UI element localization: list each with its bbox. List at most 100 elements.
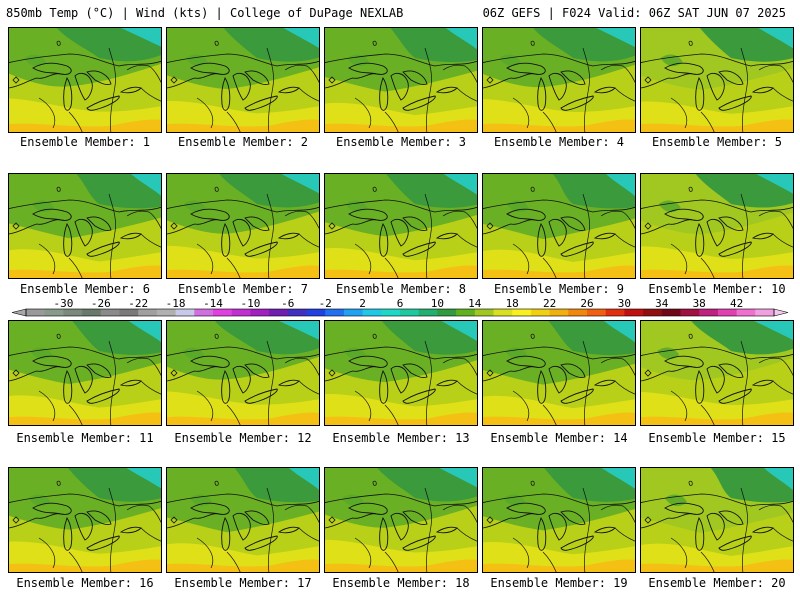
colorbar-swatch (736, 309, 756, 316)
temperature-map-svg (325, 174, 477, 278)
state-border-outlines (641, 480, 793, 572)
ensemble-member-map (8, 467, 162, 573)
state-border-outlines (167, 186, 319, 278)
ensemble-member-label: Ensemble Member: 6 (19, 282, 151, 296)
colorbar-swatch (100, 309, 120, 316)
colorbar-swatch (624, 309, 644, 316)
colorbar-swatch (418, 309, 438, 316)
ensemble-member-map (482, 27, 636, 133)
ensemble-member-map (324, 27, 478, 133)
ensemble-member-label: Ensemble Member: 20 (648, 576, 786, 590)
ensemble-member-map (8, 27, 162, 133)
ensemble-member-label: Ensemble Member: 13 (332, 431, 470, 445)
colorbar-tick-label: 38 (693, 297, 706, 310)
colorbar-swatch (400, 309, 420, 316)
temperature-map-svg (9, 468, 161, 572)
state-border-outlines (167, 480, 319, 572)
state-border-outlines (9, 333, 161, 425)
colorbar-swatch (512, 309, 532, 316)
ensemble-member-label: Ensemble Member: 19 (490, 576, 628, 590)
ensemble-member-label: Ensemble Member: 9 (493, 282, 625, 296)
colorbar-swatch (643, 309, 663, 316)
ensemble-member-map (324, 320, 478, 426)
temperature-map-svg (641, 174, 793, 278)
temperature-map-svg (641, 321, 793, 425)
ensemble-member-label: Ensemble Member: 10 (648, 282, 786, 296)
ensemble-member-map (166, 27, 320, 133)
state-border-outlines (9, 40, 161, 132)
model-valid-time: 06Z GEFS | F024 Valid: 06Z SAT JUN 07 20… (482, 6, 786, 20)
colorbar-swatch (194, 309, 214, 316)
colorbar-tick-label: 18 (506, 297, 519, 310)
colorbar-swatch (755, 309, 775, 316)
colorbar-tick-label: 10 (431, 297, 444, 310)
ensemble-member-label: Ensemble Member: 5 (651, 135, 783, 149)
colorbar-swatch (26, 309, 46, 316)
ensemble-member-map (8, 173, 162, 279)
ensemble-member-map (166, 320, 320, 426)
colorbar-swatch (362, 309, 382, 316)
colorbar-tick-label: 6 (397, 297, 404, 310)
ensemble-member-label: Ensemble Member: 7 (177, 282, 309, 296)
ensemble-member-label: Ensemble Member: 17 (174, 576, 312, 590)
temperature-map-svg (641, 468, 793, 572)
colorbar-swatch (82, 309, 102, 316)
temperature-map-svg (9, 321, 161, 425)
ensemble-member-map (482, 467, 636, 573)
colorbar-swatch (680, 309, 700, 316)
state-border-outlines (9, 186, 161, 278)
ensemble-member-map (482, 173, 636, 279)
colorbar-tick-label: -10 (240, 297, 260, 310)
colorbar-swatch (456, 309, 476, 316)
colorbar-swatch (231, 309, 251, 316)
temperature-map-svg (167, 28, 319, 132)
state-border-outlines (641, 186, 793, 278)
colorbar-swatch (44, 309, 64, 316)
colorbar-swatch (175, 309, 195, 316)
colorbar-swatch (269, 309, 289, 316)
state-border-outlines (167, 40, 319, 132)
colorbar-swatch (474, 309, 494, 316)
colorbar-tick-label: 26 (580, 297, 593, 310)
colorbar-tick-label: -14 (203, 297, 223, 310)
colorbar-swatch (119, 309, 139, 316)
ensemble-member-label: Ensemble Member: 16 (16, 576, 154, 590)
temperature-map-svg (483, 28, 635, 132)
colorbar-min-arrow (11, 308, 27, 317)
colorbar-tick-label: 34 (655, 297, 669, 310)
temperature-map-svg (9, 174, 161, 278)
colorbar-swatch (250, 309, 270, 316)
temperature-colorbar: -30 -26 -22 -18 -14 -10 -6 -2 2 6 10 14 18 22 26 30 34 38… (8, 297, 792, 321)
temperature-map-svg (483, 321, 635, 425)
colorbar-max-arrow (773, 308, 789, 317)
ensemble-member-label: Ensemble Member: 1 (19, 135, 151, 149)
ensemble-member-map (640, 27, 794, 133)
ensemble-member-label: Ensemble Member: 11 (16, 431, 154, 445)
colorbar-swatch (661, 309, 681, 316)
colorbar-swatch (699, 309, 719, 316)
ensemble-member-map (482, 320, 636, 426)
temperature-map-svg (9, 28, 161, 132)
colorbar-swatch (717, 309, 738, 316)
colorbar-swatch (530, 309, 551, 316)
temperature-map-svg (167, 174, 319, 278)
colorbar-tick-label: 14 (468, 297, 482, 310)
ensemble-member-map (324, 173, 478, 279)
colorbar-swatch (437, 309, 457, 316)
colorbar-tick-label: 42 (730, 297, 743, 310)
colorbar-svg: -30 -26 -22 -18 -14 -10 -6 -2 2 6 10 14 18 22 26 30 34 38… (11, 297, 789, 317)
state-border-outlines (325, 480, 477, 572)
temperature-map-svg (325, 321, 477, 425)
colorbar-swatch (63, 309, 83, 316)
colorbar-swatch (156, 309, 177, 316)
ensemble-member-label: Ensemble Member: 4 (493, 135, 625, 149)
ensemble-member-label: Ensemble Member: 14 (490, 431, 628, 445)
temperature-map-svg (483, 468, 635, 572)
ensemble-member-map (640, 173, 794, 279)
ensemble-member-label: Ensemble Member: 18 (332, 576, 470, 590)
ensemble-member-map (8, 320, 162, 426)
colorbar-tick-label: -22 (128, 297, 148, 310)
state-border-outlines (483, 186, 635, 278)
state-border-outlines (325, 333, 477, 425)
temperature-map-svg (483, 174, 635, 278)
